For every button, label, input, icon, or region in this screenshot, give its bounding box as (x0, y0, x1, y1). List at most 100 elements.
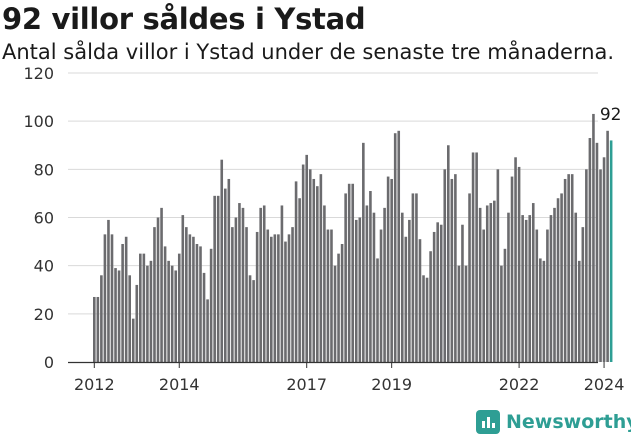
bar (220, 159, 224, 362)
bar (585, 169, 588, 362)
bar (163, 246, 167, 362)
bar (255, 231, 259, 362)
bar (238, 203, 241, 362)
x-axis: 2012 2014 2017 2019 2022 2024 (68, 361, 624, 394)
y-tick-label: 80 (34, 160, 54, 179)
bar (418, 239, 422, 362)
bars (93, 113, 613, 363)
bar (429, 251, 432, 362)
bar (514, 157, 517, 362)
bar (411, 193, 415, 362)
bar (259, 207, 262, 362)
bar (351, 183, 355, 362)
bar (560, 193, 563, 362)
bar (528, 215, 532, 362)
bar (376, 258, 379, 362)
bar (393, 133, 397, 362)
bar (599, 169, 602, 362)
bar (294, 181, 298, 363)
bar (146, 265, 149, 362)
bar (248, 275, 252, 362)
bar (588, 138, 592, 362)
bar (358, 217, 362, 362)
bar (383, 207, 386, 362)
bar (273, 234, 277, 362)
annotations: 92 (600, 105, 622, 125)
bar (567, 174, 570, 362)
bar (556, 198, 560, 362)
bar (489, 203, 493, 362)
bar (131, 318, 135, 362)
bar (595, 142, 599, 362)
bar (592, 113, 595, 362)
bar (404, 236, 408, 362)
bar (223, 188, 227, 362)
bar (227, 178, 231, 362)
bar (471, 152, 475, 362)
bar (209, 248, 213, 362)
bar (192, 236, 195, 362)
bar (507, 212, 510, 362)
bar (549, 215, 553, 362)
bar (185, 227, 188, 362)
newsworthy-logo[interactable]: Newsworthy (476, 408, 631, 436)
bar (563, 178, 567, 362)
bar (231, 227, 234, 362)
bar (436, 222, 439, 362)
bar (277, 234, 280, 362)
y-tick-label: 0 (44, 353, 54, 372)
bar (439, 224, 443, 362)
bar (270, 236, 273, 362)
y-axis-labels: 0 20 40 60 80 100 120 (23, 64, 54, 372)
bar (340, 243, 344, 362)
bar (344, 193, 347, 362)
bar (432, 231, 436, 362)
bar (153, 227, 156, 362)
bar (323, 205, 326, 362)
bar (478, 207, 482, 362)
bar (535, 229, 539, 362)
bar (362, 142, 365, 362)
bar (206, 299, 209, 362)
y-tick-label: 120 (23, 64, 54, 83)
bar (422, 275, 425, 362)
bar (135, 284, 139, 362)
bar (93, 296, 96, 362)
bar (245, 227, 248, 362)
latest-value-label: 92 (600, 105, 622, 125)
bar (252, 280, 255, 362)
bar (312, 178, 316, 362)
bar (450, 178, 454, 362)
bar (174, 270, 178, 362)
y-tick-label: 60 (34, 209, 54, 228)
bar (570, 174, 574, 362)
bar (308, 169, 312, 362)
y-tick-label: 100 (23, 112, 54, 131)
bar (503, 248, 507, 362)
bar (319, 174, 323, 362)
bar (287, 234, 291, 362)
bar (114, 268, 117, 362)
bar (177, 253, 181, 363)
bar (379, 229, 383, 362)
bar (542, 260, 546, 362)
bar (425, 277, 429, 362)
x-tick-label: 2022 (499, 375, 540, 394)
y-tick-label: 20 (34, 305, 54, 324)
bar (521, 215, 524, 362)
bar (539, 258, 542, 362)
bar (461, 224, 464, 362)
bar (298, 198, 301, 362)
bar (500, 265, 503, 362)
bar (408, 219, 411, 362)
bar (496, 169, 500, 362)
bar (128, 275, 131, 362)
bar (581, 227, 585, 362)
bar (553, 207, 556, 362)
bar (347, 183, 351, 362)
bar (170, 265, 174, 362)
bar (464, 265, 468, 362)
bar (262, 205, 266, 362)
bar (195, 243, 199, 362)
bar (284, 241, 287, 362)
